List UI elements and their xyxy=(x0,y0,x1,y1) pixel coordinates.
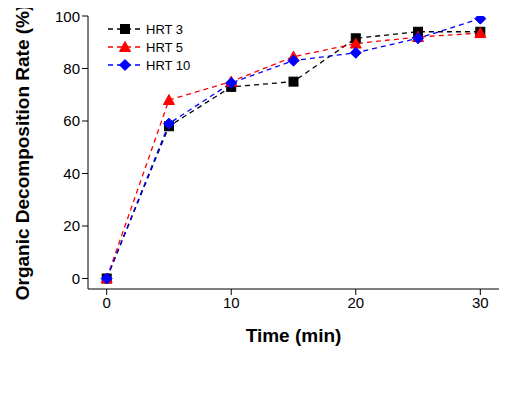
svg-text:60: 60 xyxy=(63,112,80,129)
svg-text:20: 20 xyxy=(63,217,80,234)
svg-text:0: 0 xyxy=(72,270,80,287)
svg-text:10: 10 xyxy=(223,294,240,311)
html-text:HRT 3: HRT 3 xyxy=(146,21,184,37)
svg-text:Organic Decomposition Rate (%): Organic Decomposition Rate (%) xyxy=(12,8,33,300)
svg-text:0: 0 xyxy=(103,294,111,311)
html-text:HRT 5: HRT 5 xyxy=(146,39,184,55)
svg-text:100: 100 xyxy=(55,8,80,25)
svg-text:20: 20 xyxy=(347,294,364,311)
svg-text:80: 80 xyxy=(63,60,80,77)
svg-text:40: 40 xyxy=(63,165,80,182)
svg-text:30: 30 xyxy=(472,294,489,311)
svg-text:Time (min): Time (min) xyxy=(246,325,342,346)
html-text:HRT 10: HRT 10 xyxy=(146,57,191,73)
